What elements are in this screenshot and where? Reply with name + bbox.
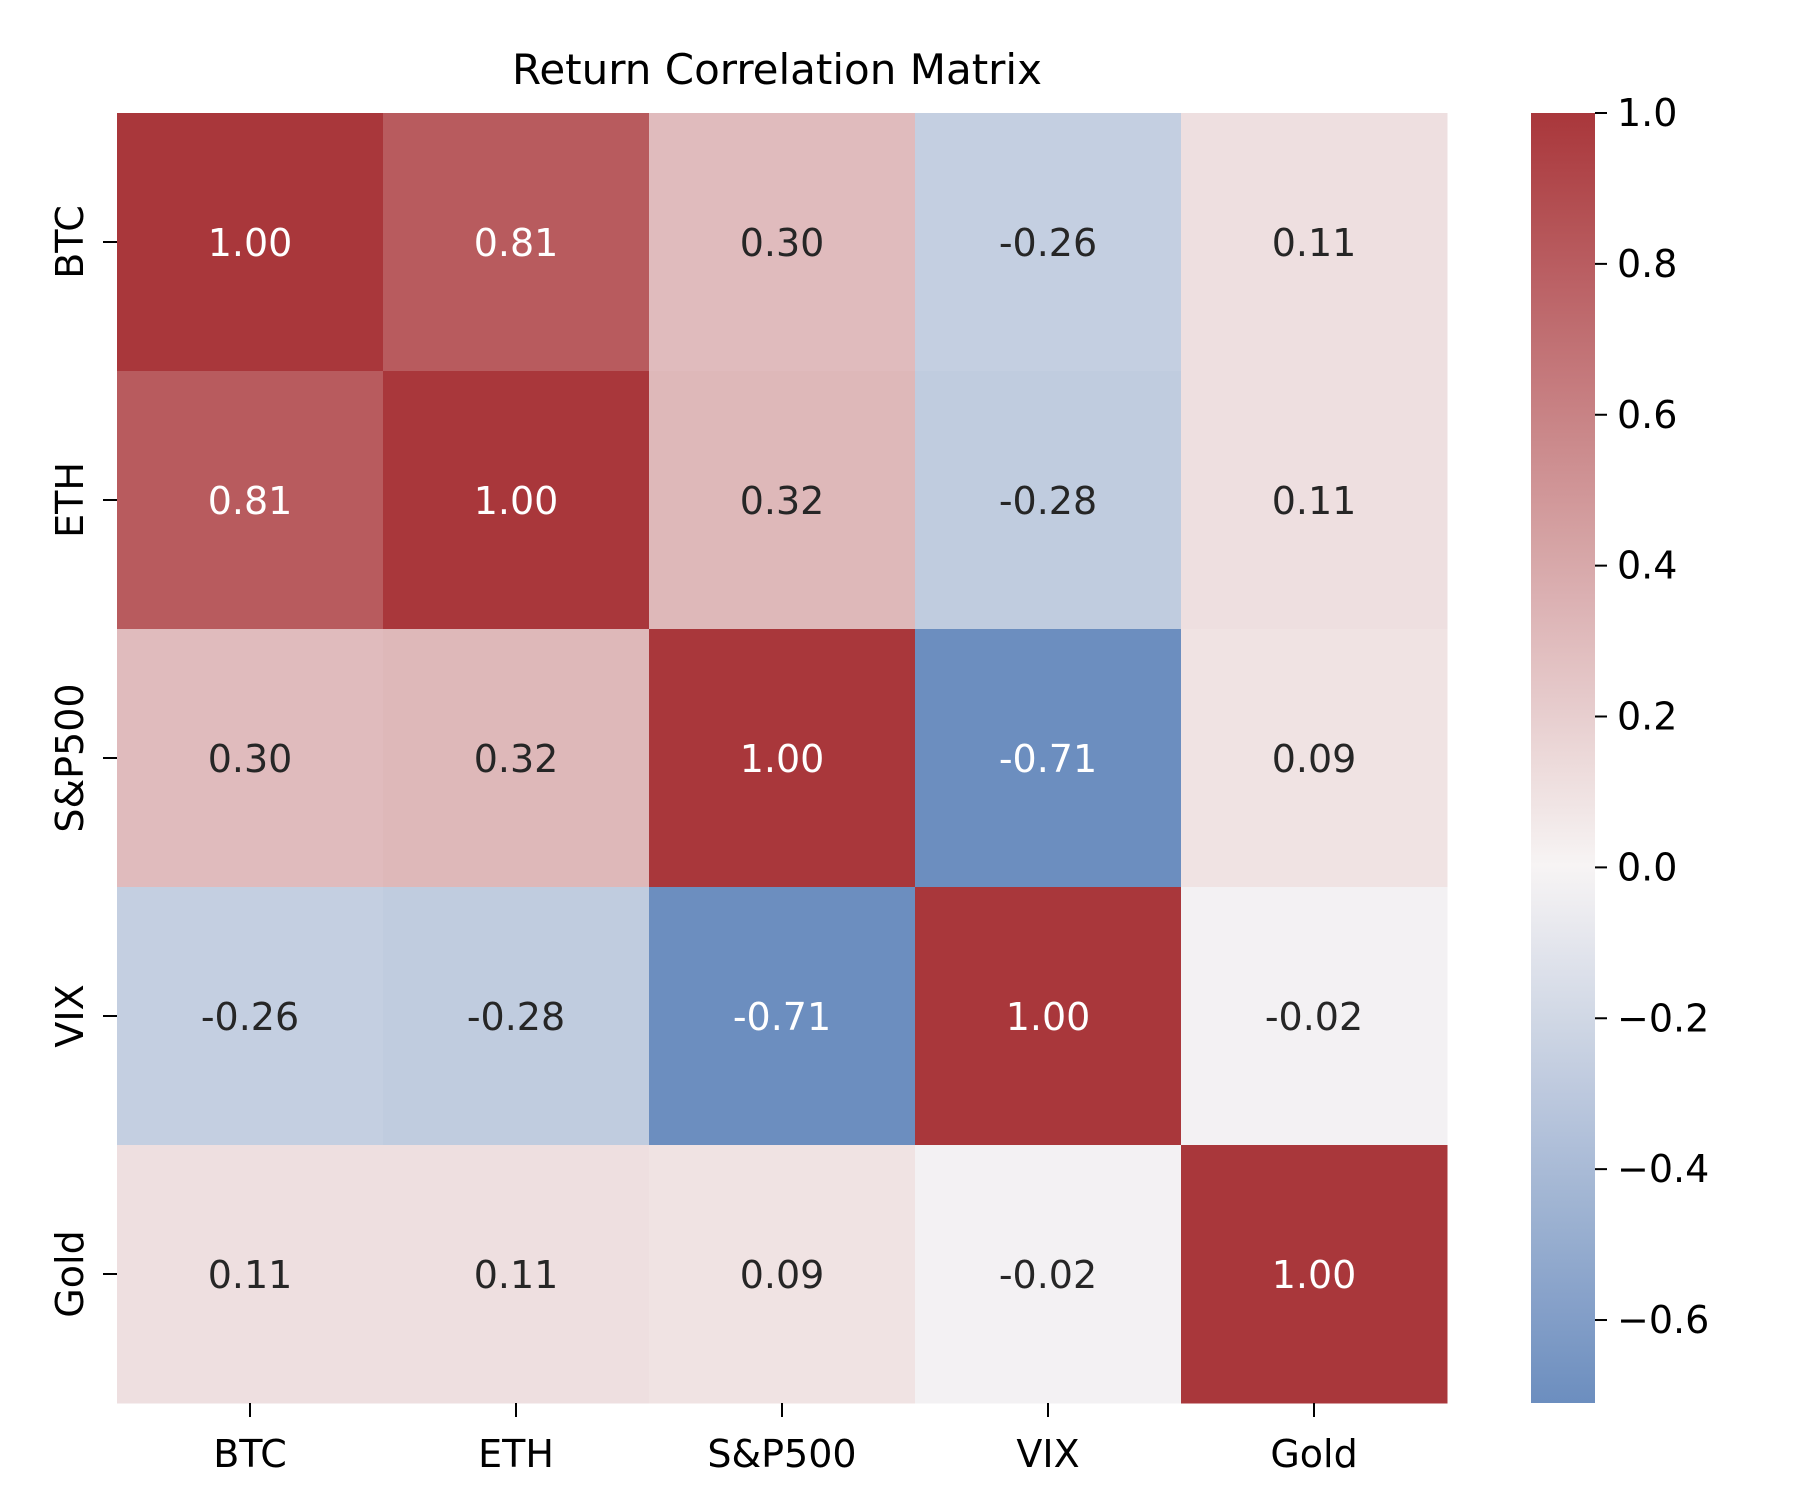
cell-value-label: -0.71: [999, 737, 1097, 781]
heatmap-cell-3-2: [649, 887, 916, 1146]
colorbar-tick-label: 1.0: [1617, 91, 1677, 135]
x-tick-label: VIX: [1016, 1432, 1079, 1476]
y-tick-label: Gold: [48, 1230, 92, 1317]
cell-value-label: 0.11: [1272, 479, 1357, 523]
x-tick-label: S&P500: [707, 1432, 856, 1476]
cell-value-label: 0.09: [1272, 737, 1357, 781]
heatmap-cell-4-0: [117, 1145, 384, 1404]
heatmap-cell-4-4: [1181, 1145, 1448, 1404]
colorbar-tick-label: 0.6: [1617, 393, 1677, 437]
heatmap-cell-4-2: [649, 1145, 916, 1404]
cell-value-label: -0.28: [467, 995, 565, 1039]
heatmap-cell-2-2: [649, 629, 916, 888]
heatmap-cell-2-4: [1181, 629, 1448, 888]
cell-value-label: 1.00: [1272, 1253, 1357, 1297]
heatmap-cell-1-2: [649, 371, 916, 630]
heatmap-annotations: 1.00 0.81 0.30 -0.26 0.11 0.81 1.00 0.32 -0.28 0.…: [201, 221, 1363, 1297]
x-tick-label: ETH: [478, 1432, 554, 1476]
cell-value-label: 0.32: [740, 479, 825, 523]
heatmap-cell-1-4: [1181, 371, 1448, 630]
chart-title: Return Correlation Matrix: [512, 45, 1042, 94]
heatmap-cell-4-3: [915, 1145, 1182, 1404]
heatmap-cell-3-0: [117, 887, 384, 1146]
x-tick-label: BTC: [213, 1432, 287, 1476]
y-tick-label: ETH: [48, 462, 92, 538]
colorbar-tick-label: 0.8: [1617, 242, 1677, 286]
colorbar: 1.0 0.8 0.6 0.4 0.2 0.0 −0.2 −0.4 −0.6: [1531, 91, 1709, 1403]
heatmap-cell-0-3: [915, 113, 1182, 372]
cell-value-label: 1.00: [208, 221, 293, 265]
colorbar-tick-label: 0.4: [1617, 544, 1677, 588]
heatmap-cell-0-0: [117, 113, 384, 372]
heatmap-cell-2-3: [915, 629, 1182, 888]
cell-value-label: -0.71: [733, 995, 831, 1039]
cell-value-label: 1.00: [474, 479, 559, 523]
heatmap-cell-0-4: [1181, 113, 1448, 372]
colorbar-tick-label: −0.6: [1617, 1298, 1709, 1342]
heatmap-cell-0-2: [649, 113, 916, 372]
cell-value-label: 1.00: [740, 737, 825, 781]
cell-value-label: 0.81: [474, 221, 559, 265]
cell-value-label: 0.30: [208, 737, 293, 781]
cell-value-label: 0.09: [740, 1253, 825, 1297]
x-tick-label: Gold: [1270, 1432, 1357, 1476]
colorbar-tick-label: −0.4: [1617, 1147, 1709, 1191]
colorbar-tick-label: 0.0: [1617, 845, 1677, 889]
cell-value-label: 0.11: [474, 1253, 559, 1297]
heatmap-cell-3-1: [383, 887, 650, 1146]
heatmap-cell-2-0: [117, 629, 384, 888]
x-axis: BTC ETH S&P500 VIX Gold: [213, 1403, 1358, 1476]
y-tick-label: S&P500: [48, 683, 92, 832]
cell-value-label: -0.02: [999, 1253, 1097, 1297]
cell-value-label: 0.32: [474, 737, 559, 781]
cell-value-label: 0.11: [208, 1253, 293, 1297]
heatmap-cell-4-1: [383, 1145, 650, 1404]
colorbar-tick-label: 0.2: [1617, 695, 1677, 739]
heatmap-cells: [117, 113, 1448, 1404]
y-axis: BTC ETH S&P500 VIX Gold: [48, 205, 117, 1318]
cell-value-label: 0.81: [208, 479, 293, 523]
heatmap-cell-1-3: [915, 371, 1182, 630]
cell-value-label: 1.00: [1006, 995, 1091, 1039]
cell-value-label: -0.02: [1265, 995, 1363, 1039]
colorbar-gradient: [1531, 113, 1595, 1403]
cell-value-label: 0.11: [1272, 221, 1357, 265]
heatmap-cell-2-1: [383, 629, 650, 888]
heatmap-cell-1-1: [383, 371, 650, 630]
heatmap-cell-3-3: [915, 887, 1182, 1146]
heatmap-cell-3-4: [1181, 887, 1448, 1146]
y-tick-label: BTC: [48, 205, 92, 279]
heatmap-cell-0-1: [383, 113, 650, 372]
cell-value-label: -0.26: [999, 221, 1097, 265]
y-tick-label: VIX: [48, 984, 92, 1047]
cell-value-label: -0.26: [201, 995, 299, 1039]
cell-value-label: -0.28: [999, 479, 1097, 523]
cell-value-label: 0.30: [740, 221, 825, 265]
heatmap-cell-1-0: [117, 371, 384, 630]
colorbar-tick-label: −0.2: [1617, 996, 1709, 1040]
